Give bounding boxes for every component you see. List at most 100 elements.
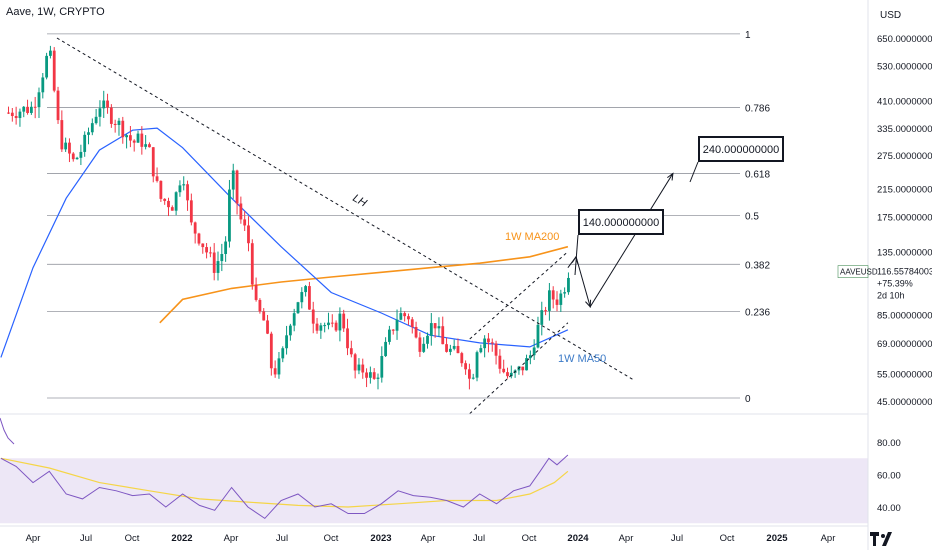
candle-body — [109, 107, 113, 124]
time-tick-label: Jul — [671, 533, 683, 544]
price-tick-label: 650.000000000 — [877, 34, 932, 45]
candle-body — [212, 252, 216, 273]
time-tick-label: Apr — [421, 533, 436, 544]
fib-level-label: 0.382 — [745, 260, 770, 271]
candle-body — [49, 50, 52, 56]
target2-box — [698, 136, 784, 162]
candle-body — [288, 325, 292, 336]
candle-body — [136, 133, 140, 143]
candle-body — [71, 153, 75, 160]
price-tick-label: 530.000000000 — [877, 62, 932, 73]
rsi-ma-line — [0, 457, 569, 508]
candle-body — [422, 343, 426, 352]
candle-body — [193, 222, 197, 234]
candle-body — [384, 341, 388, 357]
candle-body — [129, 135, 132, 141]
candle-body — [14, 116, 18, 119]
candle-body — [334, 322, 338, 331]
candle-body — [471, 377, 475, 379]
chart-title: Aave, 1W, CRYPTO — [6, 6, 105, 18]
candle-body — [414, 326, 418, 338]
candle-body — [106, 100, 109, 108]
candle-body — [281, 348, 285, 359]
candle-body — [159, 180, 163, 199]
time-tick-label: Oct — [522, 533, 537, 544]
candle-body — [528, 355, 532, 359]
channel-line — [469, 251, 569, 340]
candle-body — [75, 157, 79, 160]
projection-path — [567, 173, 674, 309]
candle-body — [365, 372, 368, 378]
candle-body — [460, 353, 464, 364]
candle-body — [357, 364, 361, 371]
candle-body — [342, 313, 346, 329]
fibonacci-retracement[interactable]: 1 0.786 0.618 0.5 0.382 0.236 0 — [47, 30, 770, 405]
candle-body — [487, 338, 490, 343]
current-price-label: 116.557840036 — [877, 267, 932, 277]
candle-body — [338, 313, 342, 331]
candle-body — [33, 106, 37, 108]
candle-body — [433, 323, 437, 329]
price-tick-label: 215.000000000 — [877, 184, 932, 195]
candle-body — [102, 100, 106, 109]
candle-body — [349, 348, 353, 355]
candle-body — [167, 200, 170, 208]
candle-body — [506, 372, 509, 377]
candle-body — [250, 243, 254, 285]
rsi-line — [0, 454, 569, 520]
chart-drawings[interactable]: LH 140.000000000 240.000000000 1W MA200 1W M… — [56, 37, 784, 415]
candle-body — [300, 292, 304, 303]
candle-body — [494, 343, 498, 356]
candle-body — [45, 55, 49, 78]
time-tick-label: Apr — [821, 533, 836, 544]
candle-body — [83, 134, 87, 152]
candle-body — [68, 142, 71, 154]
channel-line — [469, 322, 569, 415]
candle-body — [426, 335, 429, 344]
ma200-line — [159, 245, 569, 324]
time-tick-label: 2022 — [171, 533, 192, 544]
candle-body — [327, 322, 330, 326]
symbol-label: AAVEUSD — [840, 268, 878, 277]
candle-body — [311, 309, 315, 324]
time-tick-label: Apr — [26, 533, 41, 544]
price-tick-label: 335.000000000 — [877, 124, 932, 135]
fib-level-label: 0.786 — [745, 103, 770, 114]
candle-body — [361, 364, 365, 373]
target1-label: 140.000000000 — [583, 217, 659, 229]
time-tick-label: Oct — [125, 533, 140, 544]
candle-body — [258, 299, 262, 312]
rsi-tick-label: 60.00 — [877, 471, 901, 482]
candle-body — [403, 313, 407, 317]
price-tick-label: 55.000000000 — [877, 370, 932, 381]
candle-body — [228, 189, 231, 242]
candle-body — [90, 123, 94, 133]
candle-body — [163, 198, 167, 201]
moving-averages — [0, 127, 569, 358]
projection-arrowhead-target — [667, 172, 674, 181]
candle-body — [121, 120, 125, 138]
price-tick-label: 410.000000000 — [877, 97, 932, 108]
lh-label: LH — [351, 192, 369, 209]
candle-body — [29, 106, 33, 113]
candle-body — [18, 111, 22, 119]
candle-body — [205, 247, 208, 253]
candle-body — [197, 233, 201, 244]
candle-body — [521, 366, 525, 371]
candlesticks — [7, 45, 570, 390]
currency-label[interactable]: USD — [880, 10, 902, 21]
candle-body — [372, 372, 376, 379]
candle-body — [64, 142, 68, 150]
candle-body — [144, 144, 148, 147]
candle-body — [540, 310, 544, 325]
countdown-label: 2d 10h — [877, 291, 905, 301]
candle-body — [10, 112, 14, 117]
candle-body — [368, 372, 372, 378]
candle-body — [7, 112, 10, 114]
fib-level-label: 1 — [745, 30, 751, 41]
candle-body — [41, 77, 45, 93]
fib-level-label: 0 — [745, 394, 751, 405]
candle-body — [464, 363, 467, 370]
